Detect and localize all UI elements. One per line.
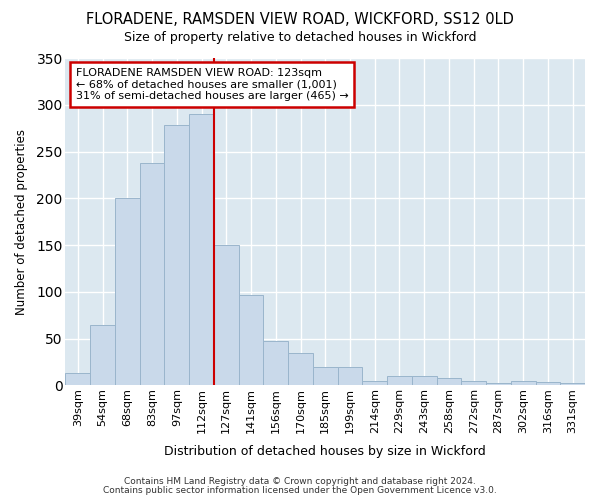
Text: Contains HM Land Registry data © Crown copyright and database right 2024.: Contains HM Land Registry data © Crown c… xyxy=(124,477,476,486)
Bar xyxy=(288,352,313,386)
Bar xyxy=(90,324,115,386)
Text: Contains public sector information licensed under the Open Government Licence v3: Contains public sector information licen… xyxy=(103,486,497,495)
Text: Size of property relative to detached houses in Wickford: Size of property relative to detached ho… xyxy=(124,31,476,44)
Bar xyxy=(511,381,536,386)
Bar xyxy=(387,376,412,386)
Text: FLORADENE RAMSDEN VIEW ROAD: 123sqm
← 68% of detached houses are smaller (1,001): FLORADENE RAMSDEN VIEW ROAD: 123sqm ← 68… xyxy=(76,68,349,101)
Y-axis label: Number of detached properties: Number of detached properties xyxy=(15,128,28,314)
Bar xyxy=(536,382,560,386)
Bar xyxy=(263,340,288,386)
Bar xyxy=(65,374,90,386)
X-axis label: Distribution of detached houses by size in Wickford: Distribution of detached houses by size … xyxy=(164,444,486,458)
Bar xyxy=(313,367,338,386)
Bar xyxy=(140,163,164,386)
Bar xyxy=(412,376,437,386)
Bar xyxy=(338,367,362,386)
Bar xyxy=(214,245,239,386)
Bar xyxy=(189,114,214,386)
Text: FLORADENE, RAMSDEN VIEW ROAD, WICKFORD, SS12 0LD: FLORADENE, RAMSDEN VIEW ROAD, WICKFORD, … xyxy=(86,12,514,28)
Bar xyxy=(239,294,263,386)
Bar xyxy=(461,381,486,386)
Bar xyxy=(362,381,387,386)
Bar xyxy=(560,382,585,386)
Bar xyxy=(486,382,511,386)
Bar xyxy=(437,378,461,386)
Bar xyxy=(115,198,140,386)
Bar xyxy=(164,126,189,386)
